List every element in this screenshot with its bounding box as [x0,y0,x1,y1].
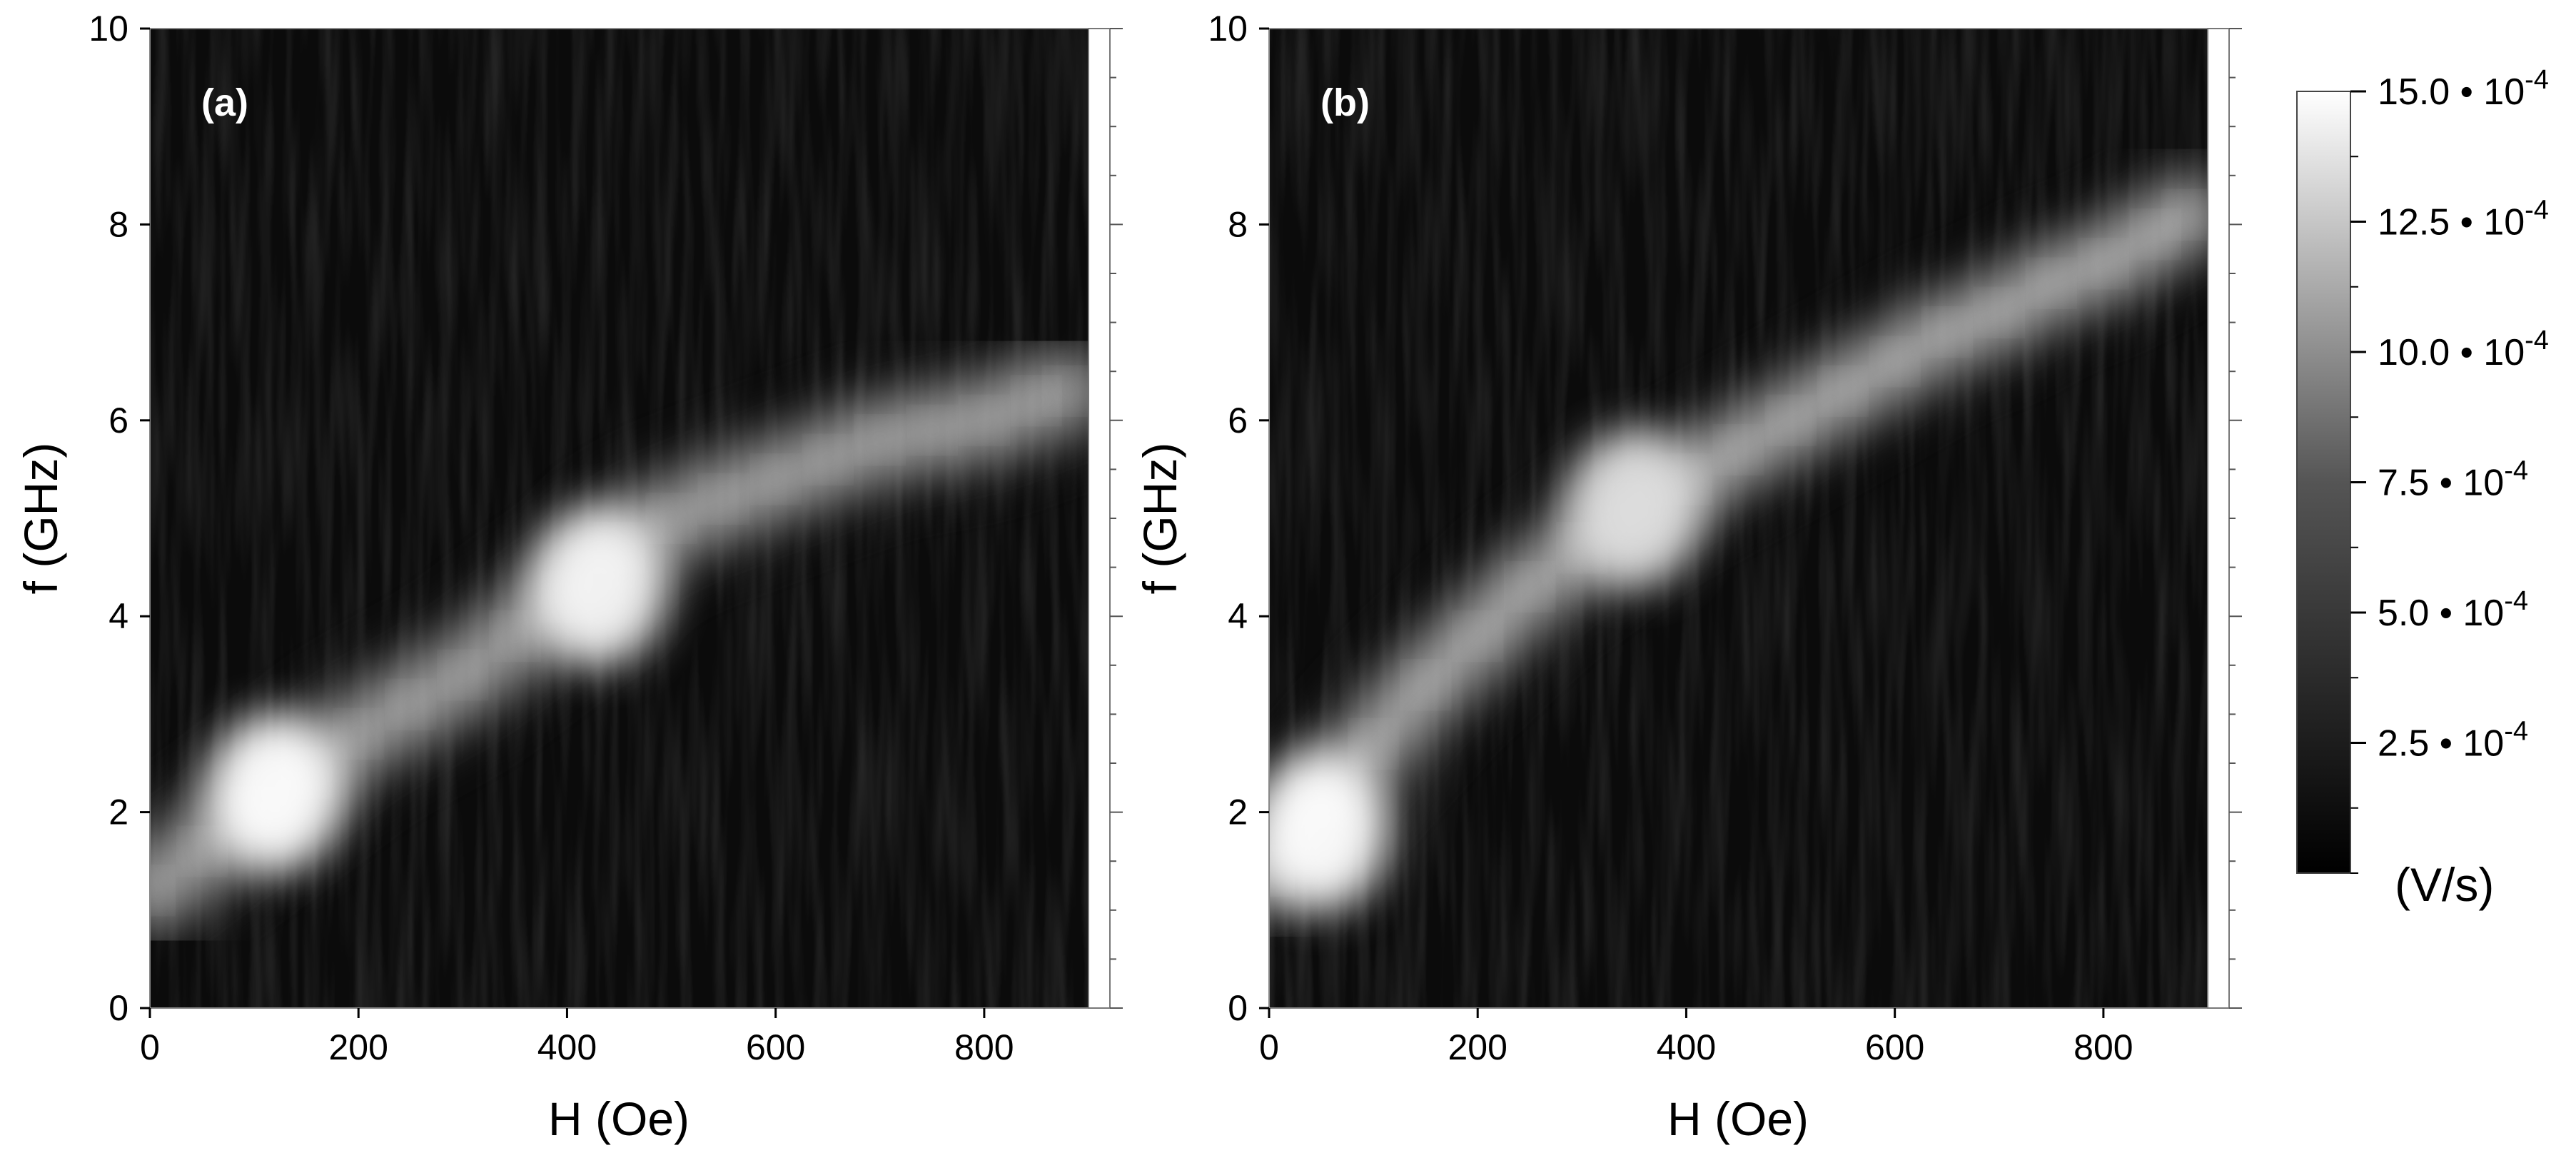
ridge-point [2029,261,2073,305]
ridge-point [2165,193,2208,236]
x-tick-label: 600 [746,1027,805,1067]
ridge-point [441,653,485,697]
x-tick-label: 800 [2074,1027,2133,1067]
ridge-point [1977,291,2021,334]
x-tick-label: 0 [140,1027,160,1067]
panel-label: (a) [201,81,248,124]
heat-marks [1269,161,2208,925]
y-tick-label: 6 [1228,401,1248,440]
ridge-point [493,614,537,658]
heatmap-panel-b: 0 200 400 600 800 0 2 4 6 8 10 (b) H (Oe) f (GHz) [1133,9,2242,1145]
y-tick-label: 0 [108,988,128,1028]
x-tick-label: 400 [1657,1027,1716,1067]
heat-marks [150,337,1089,945]
y-tick-label: 4 [108,596,128,636]
ridge-point [1925,311,1969,354]
y-tick-label: 6 [108,401,128,440]
hotspot [1269,753,1390,910]
colorbar-ticks: 15.0 • 10-4 12.5 • 10-4 10.0 • 10-4 7.5 • 1… [2350,65,2549,874]
colorbar-tick-label: 5.0 • 10-4 [2378,586,2528,634]
y-tick-label: 4 [1228,596,1248,636]
hotspot [530,508,667,665]
ridge-point [1352,722,1395,765]
y-tick-label: 2 [108,792,128,832]
x-tick-label: 800 [954,1027,1014,1067]
y-tick-label: 8 [1228,204,1248,244]
x-axis-title: H (Oe) [1667,1092,1809,1145]
ridge-point [754,458,797,501]
ridge-point [1046,369,1089,413]
ridge-point [337,712,380,755]
ridge-point [1456,614,1500,658]
x-tick-label: 400 [537,1027,597,1067]
ridge-point [1508,565,1552,608]
ridge-point [181,830,224,873]
colorbar: 15.0 • 10-4 12.5 • 10-4 10.0 • 10-4 7.5 • 1… [2296,65,2549,911]
axes: 0 200 400 600 800 0 2 4 6 8 10 [1208,9,2242,1067]
ridge-point [150,869,171,912]
ridge-point [1873,340,1916,383]
ridge-point [1404,663,1448,707]
y-tick-label: 10 [89,9,128,49]
ridge-point [910,408,954,452]
colorbar-tick-label: 15.0 • 10-4 [2378,65,2549,113]
colorbar-unit: (V/s) [2395,858,2494,911]
ridge-point [2133,213,2177,256]
ridge-point [650,497,693,540]
panel-label: (b) [1320,81,1370,124]
colorbar-tick-label: 10.0 • 10-4 [2378,326,2549,373]
ridge-point [858,418,901,462]
x-axis-title: H (Oe) [548,1092,690,1145]
x-tick-label: 200 [329,1027,388,1067]
ridge-point [1769,398,1812,442]
axes: 0 200 400 600 800 0 2 4 6 8 10 [89,9,1123,1067]
ridge-point [389,683,433,726]
right-strip [1088,28,1111,1009]
heatmap-panel-a: 0 200 400 600 800 0 2 4 6 8 10 (a) H (Oe) f (GHz) [14,9,1123,1145]
colorbar-tick-label: 2.5 • 10-4 [2378,717,2528,765]
y-tick-label: 10 [1208,9,1248,49]
noise-texture [1269,29,2208,1008]
hotspot [207,714,343,872]
y-axis-title: f (GHz) [1133,443,1186,595]
ridge-point [2081,242,2125,286]
colorbar-tick-label: 12.5 • 10-4 [2378,196,2549,243]
colorbar-gradient [2296,91,2351,874]
ridge-point [806,438,849,481]
y-axis-title: f (GHz) [14,443,67,595]
x-tick-label: 600 [1865,1027,1924,1067]
colorbar-tick-label: 7.5 • 10-4 [2378,456,2528,504]
hotspot [1566,430,1702,588]
ridge-point [962,398,1006,442]
ridge-point [1717,428,1760,471]
y-tick-label: 8 [108,204,128,244]
y-tick-label: 2 [1228,792,1248,832]
ridge-point [1821,369,1864,413]
x-tick-label: 0 [1259,1027,1279,1067]
y-tick-label: 0 [1228,988,1248,1028]
x-tick-label: 200 [1448,1027,1507,1067]
right-strip [2207,28,2230,1009]
ridge-point [702,477,745,520]
